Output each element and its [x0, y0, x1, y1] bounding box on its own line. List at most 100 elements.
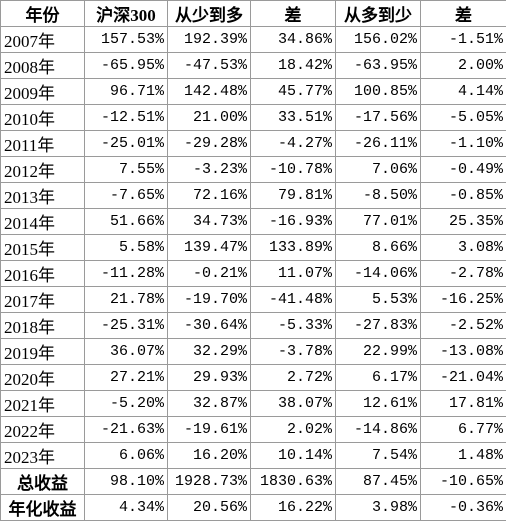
header-cell: 差: [421, 1, 506, 27]
value-cell: 192.39%: [168, 27, 251, 53]
value-cell: -7.65%: [85, 183, 168, 209]
row-label: 2018年: [1, 313, 85, 339]
row-label: 2020年: [1, 365, 85, 391]
value-cell: 25.35%: [421, 209, 506, 235]
value-cell: -10.65%: [421, 469, 506, 495]
value-cell: -25.01%: [85, 131, 168, 157]
value-cell: -11.28%: [85, 261, 168, 287]
value-cell: 36.07%: [85, 339, 168, 365]
value-cell: 16.20%: [168, 443, 251, 469]
page: {"table": { "header": ["年份", "沪深300", "从…: [0, 0, 506, 481]
row-label: 2022年: [1, 417, 85, 443]
value-cell: 100.85%: [336, 79, 421, 105]
value-cell: -8.50%: [336, 183, 421, 209]
value-cell: -1.51%: [421, 27, 506, 53]
value-cell: 21.78%: [85, 287, 168, 313]
value-cell: -3.23%: [168, 157, 251, 183]
value-cell: -63.95%: [336, 53, 421, 79]
value-cell: -17.56%: [336, 105, 421, 131]
value-cell: 4.34%: [85, 495, 168, 521]
value-cell: 156.02%: [336, 27, 421, 53]
value-cell: 1830.63%: [251, 469, 336, 495]
value-cell: 29.93%: [168, 365, 251, 391]
value-cell: -2.78%: [421, 261, 506, 287]
value-cell: -30.64%: [168, 313, 251, 339]
value-cell: 16.22%: [251, 495, 336, 521]
row-label: 2021年: [1, 391, 85, 417]
value-cell: 20.56%: [168, 495, 251, 521]
value-cell: 6.17%: [336, 365, 421, 391]
row-label: 总收益: [1, 469, 85, 495]
value-cell: -21.63%: [85, 417, 168, 443]
value-cell: -0.85%: [421, 183, 506, 209]
value-cell: -0.49%: [421, 157, 506, 183]
table-row: 2018年-25.31%-30.64%-5.33%-27.83%-2.52%: [1, 313, 506, 339]
value-cell: -14.86%: [336, 417, 421, 443]
table-row: 2008年-65.95%-47.53%18.42%-63.95%2.00%: [1, 53, 506, 79]
value-cell: 11.07%: [251, 261, 336, 287]
value-cell: -47.53%: [168, 53, 251, 79]
value-cell: 34.73%: [168, 209, 251, 235]
value-cell: 77.01%: [336, 209, 421, 235]
value-cell: -0.36%: [421, 495, 506, 521]
row-label: 2009年: [1, 79, 85, 105]
value-cell: 72.16%: [168, 183, 251, 209]
value-cell: 142.48%: [168, 79, 251, 105]
header-cell: 年份: [1, 1, 85, 27]
value-cell: 2.72%: [251, 365, 336, 391]
value-cell: -3.78%: [251, 339, 336, 365]
table-row: 2021年-5.20%32.87%38.07%12.61%17.81%: [1, 391, 506, 417]
value-cell: 38.07%: [251, 391, 336, 417]
value-cell: 3.08%: [421, 235, 506, 261]
value-cell: 4.14%: [421, 79, 506, 105]
value-cell: -5.20%: [85, 391, 168, 417]
value-cell: 7.55%: [85, 157, 168, 183]
header-cell: 从多到少: [336, 1, 421, 27]
value-cell: -21.04%: [421, 365, 506, 391]
value-cell: -27.83%: [336, 313, 421, 339]
value-cell: 79.81%: [251, 183, 336, 209]
value-cell: 32.87%: [168, 391, 251, 417]
row-label: 2011年: [1, 131, 85, 157]
value-cell: 139.47%: [168, 235, 251, 261]
value-cell: -14.06%: [336, 261, 421, 287]
header-cell: 从少到多: [168, 1, 251, 27]
value-cell: 22.99%: [336, 339, 421, 365]
table-row: 2010年-12.51%21.00%33.51%-17.56%-5.05%: [1, 105, 506, 131]
value-cell: -5.05%: [421, 105, 506, 131]
table-row: 2022年-21.63%-19.61%2.02%-14.86%6.77%: [1, 417, 506, 443]
value-cell: -0.21%: [168, 261, 251, 287]
value-cell: 8.66%: [336, 235, 421, 261]
value-cell: -16.93%: [251, 209, 336, 235]
value-cell: 157.53%: [85, 27, 168, 53]
value-cell: 6.06%: [85, 443, 168, 469]
value-cell: -12.51%: [85, 105, 168, 131]
value-cell: 1928.73%: [168, 469, 251, 495]
value-cell: -65.95%: [85, 53, 168, 79]
value-cell: 2.00%: [421, 53, 506, 79]
value-cell: -13.08%: [421, 339, 506, 365]
value-cell: -2.52%: [421, 313, 506, 339]
row-label: 年化收益: [1, 495, 85, 521]
value-cell: 7.06%: [336, 157, 421, 183]
row-label: 2017年: [1, 287, 85, 313]
value-cell: 5.53%: [336, 287, 421, 313]
value-cell: 18.42%: [251, 53, 336, 79]
row-label: 2014年: [1, 209, 85, 235]
row-label: 2012年: [1, 157, 85, 183]
value-cell: -19.61%: [168, 417, 251, 443]
row-label: 2023年: [1, 443, 85, 469]
value-cell: -4.27%: [251, 131, 336, 157]
value-cell: 87.45%: [336, 469, 421, 495]
table-row: 2011年-25.01%-29.28%-4.27%-26.11%-1.10%: [1, 131, 506, 157]
